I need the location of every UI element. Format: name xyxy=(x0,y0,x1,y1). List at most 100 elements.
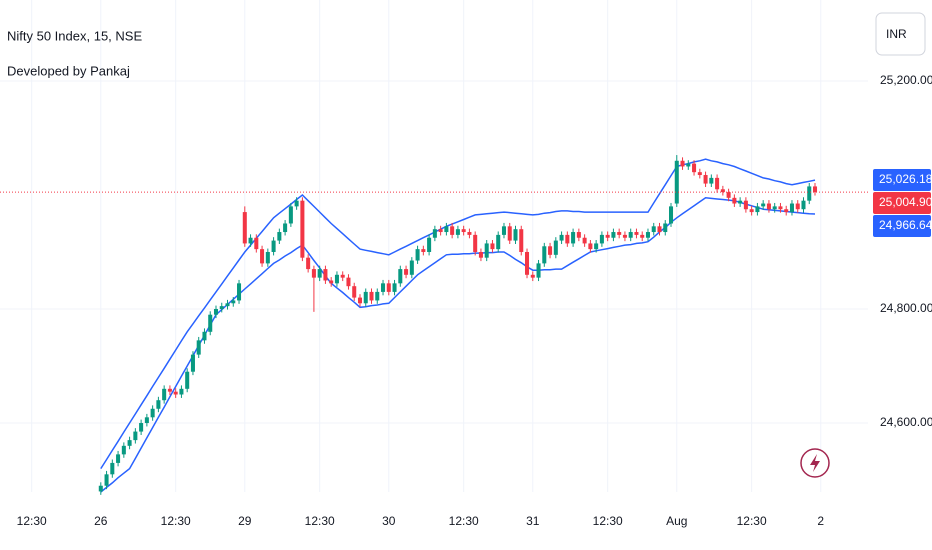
candle-body xyxy=(162,388,167,401)
price-tag xyxy=(873,215,931,238)
candle-body xyxy=(455,229,460,235)
candle-body xyxy=(185,371,190,389)
candle-body xyxy=(288,206,293,224)
candle-body xyxy=(121,445,126,455)
candle-body xyxy=(599,234,604,244)
candle-body xyxy=(726,192,731,198)
x-tick-label: 26 xyxy=(94,514,108,528)
candle-body xyxy=(686,163,691,167)
candle-body xyxy=(409,260,414,275)
x-tick-label: 12:30 xyxy=(593,514,623,528)
candle-body xyxy=(294,200,299,207)
candle-body xyxy=(334,274,339,284)
candle-body xyxy=(807,186,812,201)
candle-body xyxy=(340,274,345,278)
candle-body xyxy=(254,237,259,250)
candle-body xyxy=(467,232,472,235)
candle-body xyxy=(530,274,535,278)
candle-body xyxy=(720,189,725,193)
price-tag xyxy=(873,169,931,192)
candle-body xyxy=(743,200,748,210)
candle-body xyxy=(208,314,213,332)
candle-body xyxy=(789,203,794,213)
candle-body xyxy=(421,249,426,252)
candle-body xyxy=(645,232,650,238)
candle-body xyxy=(697,172,702,176)
candle-body xyxy=(329,280,334,284)
candle-body xyxy=(398,269,403,284)
candle-body xyxy=(139,423,144,432)
x-tick-label: 2 xyxy=(817,514,824,528)
currency-label[interactable]: INR xyxy=(886,27,907,41)
candle-body xyxy=(795,203,800,210)
candle-body xyxy=(196,340,201,355)
candle-body xyxy=(605,234,610,238)
candle-body xyxy=(801,200,806,210)
candle-body xyxy=(225,303,230,307)
candle-body xyxy=(668,206,674,224)
candle-body xyxy=(478,251,483,258)
candle-body xyxy=(461,229,466,233)
candle-body xyxy=(237,283,242,301)
candle-body xyxy=(317,269,322,278)
candle-body xyxy=(778,206,783,210)
candle-body xyxy=(346,277,351,287)
candle-body xyxy=(772,206,777,210)
candle-body xyxy=(392,283,397,292)
candle-body xyxy=(352,286,357,298)
candle-body xyxy=(571,232,576,244)
candle-body xyxy=(484,243,489,258)
x-tick-label: 12:30 xyxy=(161,514,191,528)
lightning-icon[interactable] xyxy=(800,448,830,478)
candle-body xyxy=(761,203,766,207)
candle-body xyxy=(144,417,149,424)
candle-body xyxy=(427,237,432,252)
candle-body xyxy=(496,234,501,250)
candle-body xyxy=(219,306,224,309)
candle-body xyxy=(98,485,103,492)
price-tag-label: 25,026.18 xyxy=(879,172,932,186)
candle-body xyxy=(375,291,380,301)
candle-body xyxy=(173,391,178,395)
candle-body xyxy=(622,234,627,238)
y-tick-label: 24,800.00 xyxy=(880,301,932,315)
x-tick-label: 12:30 xyxy=(737,514,767,528)
candle-body xyxy=(784,209,789,213)
candle-body xyxy=(116,454,121,463)
x-tick-label: Aug xyxy=(666,514,687,528)
candle-body xyxy=(133,431,138,441)
y-tick-label: 24,600.00 xyxy=(880,415,932,429)
candle-body xyxy=(674,160,679,204)
candle-body xyxy=(582,237,587,244)
candle-body xyxy=(265,251,270,264)
candle-body xyxy=(179,388,184,395)
candle-body xyxy=(415,249,420,261)
candle-body xyxy=(559,234,564,241)
candle-body xyxy=(283,223,288,233)
candle-body xyxy=(680,160,685,167)
candle-body xyxy=(381,283,386,292)
band-line xyxy=(100,197,816,493)
chart-title: Nifty 50 Index, 15, NSE xyxy=(7,28,142,43)
candle-body xyxy=(611,232,616,238)
candle-body xyxy=(628,232,633,238)
candle-body xyxy=(369,291,374,301)
candle-body xyxy=(311,269,316,278)
plot: 24,600.00 24,800.00 25,200.00 12:30 26 12:30 2… xyxy=(0,0,932,528)
candle-body xyxy=(640,234,645,238)
candle-body xyxy=(766,203,771,210)
candle-body xyxy=(651,226,656,233)
candle-body xyxy=(202,331,207,341)
candle-body xyxy=(156,400,161,409)
candle-body xyxy=(127,440,132,446)
candle-body xyxy=(167,388,172,392)
candle-body xyxy=(404,269,409,275)
x-tick-label: 12:30 xyxy=(305,514,335,528)
candle-body xyxy=(553,240,558,255)
candle-body xyxy=(150,408,155,418)
x-tick-label: 29 xyxy=(238,514,252,528)
candle-body xyxy=(260,249,265,264)
currency-button[interactable] xyxy=(875,12,926,56)
candle-body xyxy=(703,175,708,184)
candle-body xyxy=(231,300,236,304)
